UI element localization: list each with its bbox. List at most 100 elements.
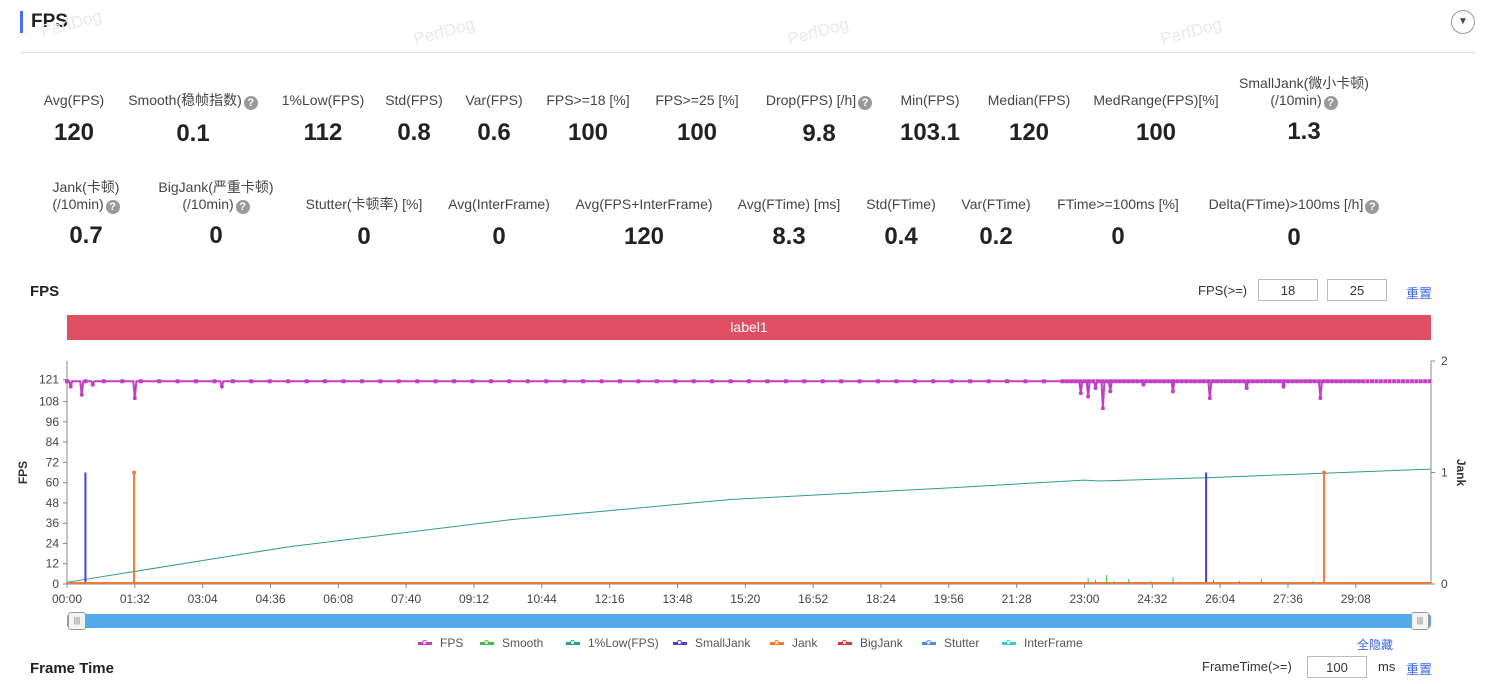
legend-item-smalljank[interactable]: SmallJank xyxy=(673,636,750,650)
series-jank-point xyxy=(132,470,137,475)
series-fps-marker xyxy=(194,379,199,384)
series-fps-marker xyxy=(1005,379,1010,384)
help-icon[interactable]: ? xyxy=(235,200,250,214)
series-fps-marker xyxy=(1263,379,1268,384)
series-fps-marker xyxy=(710,379,715,384)
series-fps-marker xyxy=(783,379,788,384)
metric-value: 120 xyxy=(623,223,665,250)
series-fps-marker xyxy=(1104,379,1109,384)
time-range-slider[interactable] xyxy=(67,614,1431,628)
series-fps-marker xyxy=(1303,379,1308,384)
y2-tick-label: 0 xyxy=(1441,577,1448,591)
help-icon[interactable]: ? xyxy=(1365,200,1380,214)
series-fps-marker xyxy=(1091,379,1096,384)
metric-label-text: FTime>=100ms [%] xyxy=(1057,196,1179,212)
legend-item-smooth[interactable]: Smooth xyxy=(480,636,543,650)
metric-label: Jank(卡顿) xyxy=(0,179,196,196)
x-tick-label: 07:40 xyxy=(391,592,421,606)
fps-threshold-input-2[interactable] xyxy=(1327,279,1387,301)
series-fps-marker xyxy=(617,379,622,384)
legend-item-stutter[interactable]: Stutter xyxy=(922,636,979,650)
series-fps-marker xyxy=(1312,379,1317,384)
metric-value: 120 xyxy=(53,119,95,146)
legend-label: Smooth xyxy=(502,636,544,650)
collapse-toggle-icon[interactable]: ▼ xyxy=(1451,10,1475,34)
series-fps-marker xyxy=(1414,379,1419,384)
legend-swatch-icon xyxy=(1002,640,1016,646)
metric-std-ftime: Std(FTime) 0.4 xyxy=(791,196,1011,251)
label-bar[interactable]: label1 xyxy=(67,315,1431,340)
legend-item-bigjank[interactable]: BigJank xyxy=(838,636,903,650)
series-fps-marker xyxy=(968,379,973,384)
legend-label: Stutter xyxy=(944,636,980,650)
series-fps-marker xyxy=(212,379,217,384)
hide-all-link[interactable]: 全隐藏 xyxy=(1357,638,1394,652)
series-fps-marker xyxy=(747,379,751,384)
series-fps-marker xyxy=(1299,379,1304,384)
series-fps-marker xyxy=(1361,379,1366,384)
metric-fps-25: FPS>=25 [%] 100 xyxy=(587,92,807,147)
frametime-reset-link[interactable]: 重置 xyxy=(1406,662,1433,677)
y2-tick-label: 2 xyxy=(1441,354,1448,368)
legend-item-1-low-fps[interactable]: 1%Low(FPS) xyxy=(566,636,659,650)
series-fps-marker xyxy=(1144,379,1149,384)
legend-item-fps[interactable]: FPS xyxy=(418,636,463,650)
series-fps-marker xyxy=(1082,379,1087,384)
help-icon[interactable]: ? xyxy=(105,200,120,214)
legend-swatch-icon xyxy=(770,640,784,646)
metric-jank: Jank(卡顿) (/10min)? 0.7 xyxy=(0,179,196,250)
series-fps-point xyxy=(132,396,137,401)
legend-swatch-icon xyxy=(480,640,494,646)
fps-reset-link[interactable]: 重置 xyxy=(1406,286,1433,301)
metric-value: 0 xyxy=(1287,224,1301,251)
series-fps-marker xyxy=(1290,379,1295,384)
metric-label: Avg(InterFrame) xyxy=(389,196,609,213)
y-tick-label: 48 xyxy=(46,496,60,510)
metric-label-text: Smooth(稳帧指数) xyxy=(128,92,242,108)
series-fps-marker xyxy=(1405,379,1410,384)
x-tick-label: 10:44 xyxy=(527,592,557,606)
series-fps-marker xyxy=(581,379,586,384)
series-fps-marker xyxy=(1139,379,1144,384)
metric-label-text: (/10min) xyxy=(52,196,104,212)
series-fps-marker xyxy=(1078,379,1083,384)
legend-item-interframe[interactable]: InterFrame xyxy=(1002,636,1083,650)
series-fps-marker xyxy=(525,379,530,384)
series-fps-marker xyxy=(1423,379,1428,384)
metric-value: 0 xyxy=(357,223,371,250)
series-fps-marker xyxy=(1427,379,1432,384)
series-fps-marker xyxy=(544,379,549,384)
series-fps-marker xyxy=(507,379,512,384)
series-fps-marker xyxy=(1166,379,1171,384)
fps-threshold-label: FPS(>=) xyxy=(1198,283,1248,298)
watermark: PerfDog xyxy=(785,14,851,49)
series-fps-marker xyxy=(1023,379,1028,384)
metric-value: 100 xyxy=(676,119,718,146)
series-fps-marker xyxy=(1206,379,1211,384)
series-fps-marker xyxy=(1277,379,1282,384)
legend-item-jank[interactable]: Jank xyxy=(770,636,817,650)
frametime-threshold-input[interactable] xyxy=(1307,656,1367,678)
metric-value: 1.3 xyxy=(1287,118,1321,145)
series-fps-marker xyxy=(286,379,291,384)
help-icon[interactable]: ? xyxy=(243,96,258,110)
series-fps-point xyxy=(90,382,95,387)
metric-label-text: Avg(FPS) xyxy=(43,92,105,108)
slider-right-handle[interactable]: ||| xyxy=(1411,612,1429,630)
series-fps-marker xyxy=(728,379,733,384)
y-tick-label: 96 xyxy=(46,415,60,429)
help-icon[interactable]: ? xyxy=(1323,96,1338,110)
help-icon[interactable]: ? xyxy=(858,96,873,110)
series-fps-marker xyxy=(1131,379,1136,384)
series-fps-point xyxy=(1207,396,1212,401)
metric-value: 0.6 xyxy=(477,119,511,146)
series-fps-marker xyxy=(249,379,254,384)
y-tick-label: 72 xyxy=(46,455,60,469)
series-fps-marker xyxy=(673,379,678,384)
series-fps-marker xyxy=(1268,379,1273,384)
slider-left-handle[interactable]: ||| xyxy=(68,612,86,630)
series-fps-marker xyxy=(1060,379,1065,384)
fps-threshold-input-1[interactable] xyxy=(1258,279,1318,301)
x-tick-label: 19:56 xyxy=(934,592,964,606)
